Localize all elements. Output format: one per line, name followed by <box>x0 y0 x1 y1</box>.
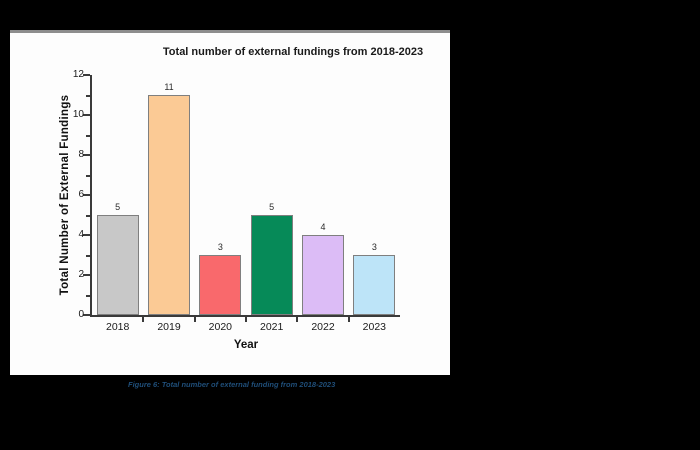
y-minor-tick <box>86 94 90 97</box>
x-tick <box>347 317 350 322</box>
y-major-tick <box>83 114 90 116</box>
y-major-tick <box>83 194 90 196</box>
y-major-tick <box>83 74 90 76</box>
y-major-tick <box>83 234 90 236</box>
x-tick <box>193 317 196 322</box>
y-minor-tick <box>86 294 90 297</box>
bar-2023 <box>353 255 396 315</box>
y-tick-label: 2 <box>78 269 84 280</box>
x-axis-line <box>90 315 400 317</box>
x-tick-label: 2021 <box>259 321 284 333</box>
bar-value-label: 5 <box>115 202 121 212</box>
bar-2021 <box>250 215 293 315</box>
bar-2020 <box>199 255 242 315</box>
chart-title: Total number of external fundings from 2… <box>162 46 424 58</box>
y-major-tick <box>83 274 90 276</box>
y-tick-label: 10 <box>72 109 84 120</box>
bar-2022 <box>302 235 344 315</box>
bar-value-label: 5 <box>269 202 275 212</box>
y-tick-label: 6 <box>78 189 84 200</box>
x-tick-label: 2019 <box>157 321 181 333</box>
x-tick <box>296 317 299 322</box>
figure-caption: Figure 6: Total number of external fundi… <box>128 380 336 389</box>
chart-panel: Total number of external fundings from 2… <box>10 30 450 375</box>
y-axis-line <box>90 75 92 317</box>
bar-value-label: 3 <box>217 242 223 252</box>
bar-2019 <box>148 95 190 315</box>
x-tick-label: 2023 <box>362 321 386 333</box>
x-axis-label: Year <box>233 339 259 351</box>
bar-value-label: 4 <box>320 222 326 232</box>
y-minor-tick <box>86 174 90 177</box>
y-minor-tick <box>86 254 90 257</box>
y-minor-tick <box>86 214 90 217</box>
y-tick-label: 0 <box>78 309 84 320</box>
y-major-tick <box>83 314 90 316</box>
y-tick-label: 8 <box>78 149 84 160</box>
bar-2018 <box>96 215 139 315</box>
x-tick <box>142 317 145 322</box>
bar-value-label: 3 <box>371 242 377 252</box>
y-minor-tick <box>86 134 90 137</box>
y-major-tick <box>83 154 90 156</box>
x-tick-label: 2020 <box>208 321 232 333</box>
x-tick-label: 2022 <box>311 321 335 333</box>
x-tick-label: 2018 <box>105 321 130 333</box>
y-tick-label: 4 <box>78 229 84 240</box>
x-tick <box>245 317 247 322</box>
bar-value-label: 11 <box>164 82 174 92</box>
y-tick-label: 12 <box>72 69 84 80</box>
